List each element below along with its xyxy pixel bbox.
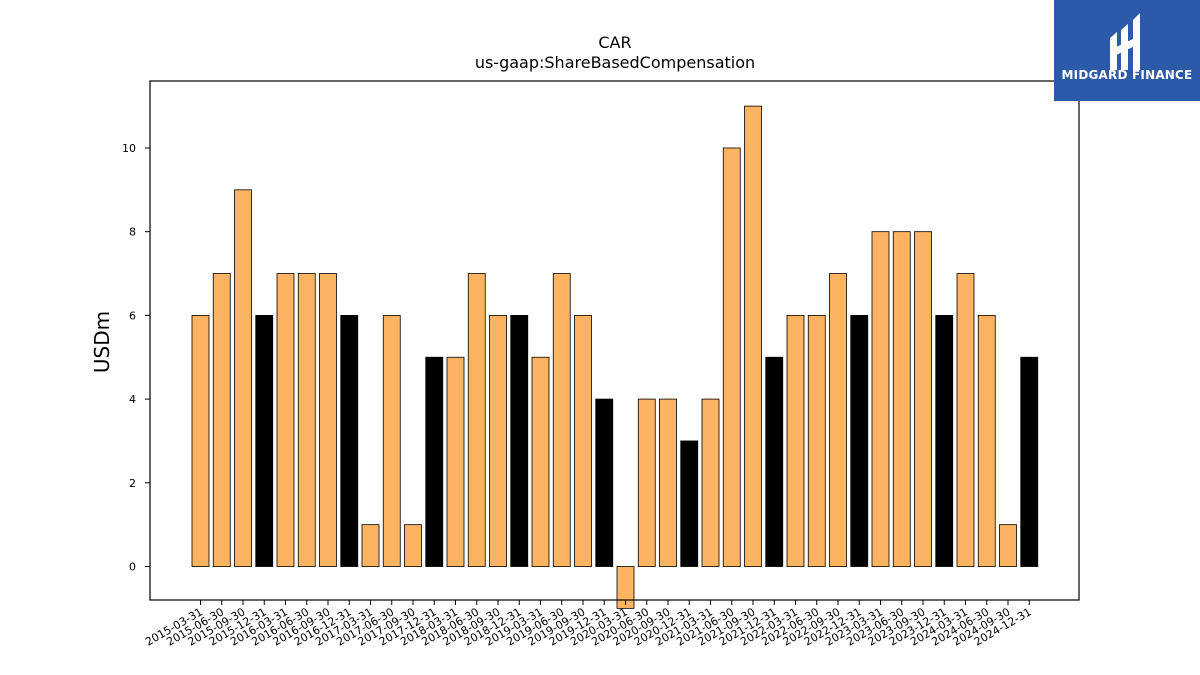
y-tick-label: 2 — [129, 477, 136, 490]
logo-mark-icon — [1110, 13, 1140, 70]
bar-2017-09-30 — [404, 524, 422, 567]
bar-2022-09-30 — [829, 273, 847, 567]
logo-badge: MIDGARD FINANCE — [1054, 0, 1200, 101]
x-ticks-group: 2015-03-312015-06-302015-09-302015-12-31… — [143, 600, 1034, 649]
chart-subtitle: us-gaap:ShareBasedCompensation — [475, 53, 755, 72]
bar-2020-03-31 — [616, 566, 635, 609]
y-axis-label: USDm — [90, 311, 114, 373]
bar-2024-12-31 — [1020, 356, 1039, 567]
logo-text: MIDGARD FINANCE — [1061, 68, 1193, 82]
bar-2024-03-31 — [956, 273, 975, 567]
chart-title: CAR — [598, 33, 631, 52]
y-tick-label: 10 — [122, 142, 136, 155]
bar-2017-12-31 — [425, 356, 444, 567]
bar-2021-12-31 — [765, 356, 784, 567]
y-ticks-group: 0 2 4 6 8 10 — [122, 142, 150, 574]
bar-2020-09-30 — [659, 398, 677, 567]
bar-2019-09-30 — [574, 314, 592, 567]
bar-2018-12-31 — [510, 314, 529, 567]
bars-group — [191, 105, 1039, 609]
bar-2019-03-31 — [531, 356, 550, 567]
bar-2015-06-30 — [212, 273, 231, 567]
plot-frame — [149, 80, 1080, 601]
bar-2016-06-30 — [297, 273, 316, 567]
bar-2016-09-30 — [319, 273, 337, 567]
bar-2015-09-30 — [234, 189, 252, 567]
bar-2019-06-30 — [552, 273, 571, 567]
bar-2017-06-30 — [382, 314, 401, 567]
bar-2019-12-31 — [595, 398, 614, 567]
y-tick-label: 4 — [129, 393, 136, 406]
bar-2020-06-30 — [637, 398, 656, 567]
bar-2024-09-30 — [999, 524, 1017, 567]
bar-2016-03-31 — [276, 273, 295, 567]
bar-2023-06-30 — [892, 231, 911, 567]
bar-2022-03-31 — [786, 314, 805, 567]
bar-2015-12-31 — [255, 314, 274, 567]
bar-2023-12-31 — [935, 314, 954, 567]
bar-2020-12-31 — [680, 440, 699, 567]
y-tick-label: 0 — [129, 561, 136, 574]
bar-2023-03-31 — [871, 231, 890, 567]
bar-2021-09-30 — [744, 105, 762, 567]
bar-2024-06-30 — [977, 314, 996, 567]
bar-2023-09-30 — [914, 231, 932, 567]
bar-2018-06-30 — [467, 273, 486, 567]
bar-2022-06-30 — [807, 314, 826, 567]
bar-2016-12-31 — [340, 314, 359, 567]
y-tick-label: 8 — [129, 226, 136, 239]
bar-2022-12-31 — [850, 314, 869, 567]
bar-2018-09-30 — [489, 314, 507, 567]
y-tick-label: 6 — [129, 309, 136, 322]
bar-2015-03-31 — [191, 314, 210, 567]
bar-2018-03-31 — [446, 356, 465, 567]
bar-2021-03-31 — [701, 398, 720, 567]
bar-2017-03-31 — [361, 524, 380, 567]
bar-2021-06-30 — [722, 147, 741, 567]
